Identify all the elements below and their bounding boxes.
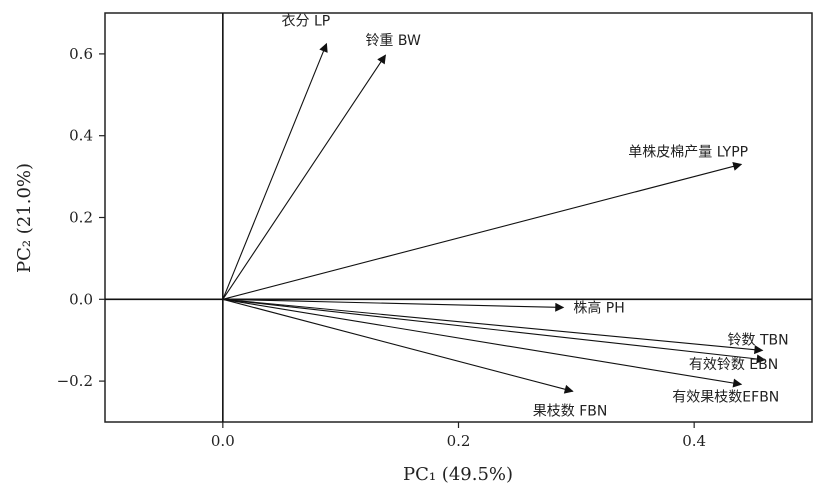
loading-vector-arrow bbox=[222, 298, 743, 388]
loading-vector-label: 铃重 BW bbox=[365, 33, 421, 49]
loading-vector-label: 有效铃数 EBN bbox=[689, 357, 778, 373]
loading-vectors: 衣分 LP 铃重 BW 单株皮棉产量 LYPP 株高 PH 铃数 TBN 有效铃数 EBN… bbox=[222, 14, 789, 419]
y-tick-label: 0.6 bbox=[69, 45, 93, 63]
loading-vector-arrow bbox=[222, 42, 328, 300]
loading-vector-arrow bbox=[222, 54, 386, 300]
loading-vector-arrow bbox=[222, 162, 743, 300]
loading-vector-arrow bbox=[222, 298, 565, 312]
loading-vector-label: 株高 PH bbox=[573, 299, 624, 316]
x-tick-label: 0.2 bbox=[447, 432, 471, 450]
y-axis-ticks: −0.2 0.0 0.2 0.4 0.6 bbox=[57, 45, 105, 390]
x-tick-label: 0.4 bbox=[682, 432, 706, 450]
y-tick-label: 0.4 bbox=[69, 127, 93, 145]
x-axis-title: PC₁ (49.5%) bbox=[403, 464, 513, 485]
loading-vector-arrow bbox=[222, 298, 764, 355]
loading-vector-arrow bbox=[222, 298, 766, 364]
loading-vector-arrow bbox=[222, 298, 574, 394]
y-tick-label: 0.2 bbox=[69, 209, 93, 227]
loading-vector-label: 果枝数 FBN bbox=[533, 403, 608, 419]
loading-vector-label: 衣分 LP bbox=[282, 14, 331, 30]
loading-vector-label: 铃数 TBN bbox=[728, 332, 789, 348]
y-tick-label: 0.0 bbox=[69, 290, 93, 308]
x-tick-label: 0.0 bbox=[211, 432, 235, 450]
loading-vector-label: 单株皮棉产量 LYPP bbox=[628, 143, 748, 160]
loading-vector-label: 有效果枝数EFBN bbox=[672, 389, 779, 405]
y-axis-title: PC₂ (21.0%) bbox=[14, 163, 35, 273]
y-tick-label: −0.2 bbox=[57, 372, 93, 390]
x-axis-ticks: 0.0 0.2 0.4 bbox=[211, 422, 706, 450]
